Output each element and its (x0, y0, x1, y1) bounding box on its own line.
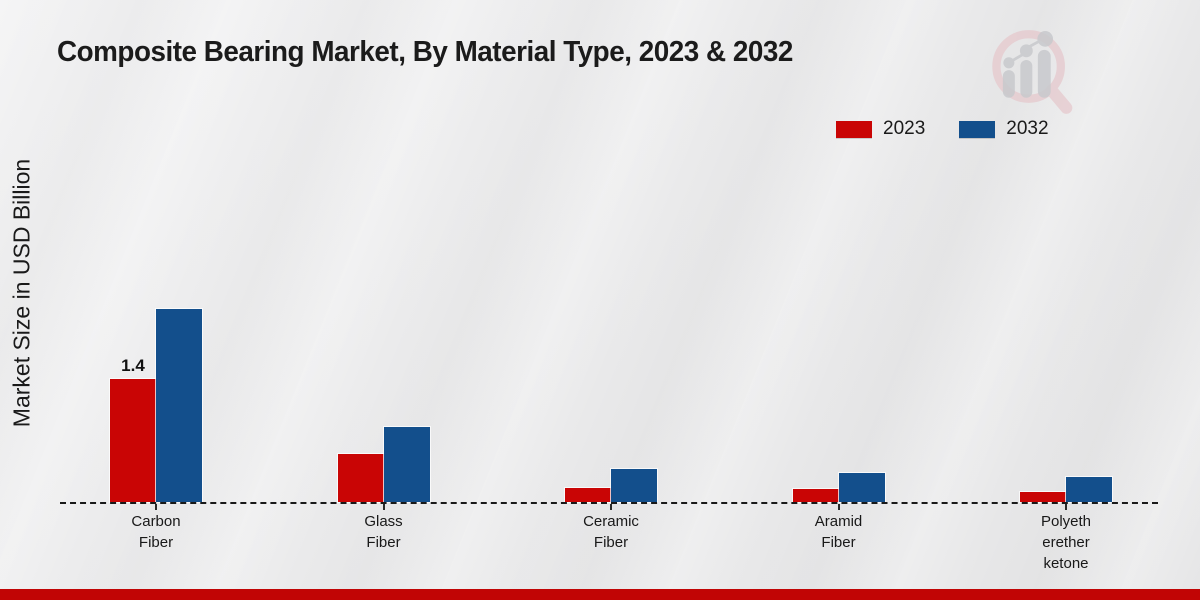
bar-2023-aramid-fiber (792, 489, 839, 502)
category-label-polyetheretherketone: Polyeth erether ketone (1040, 513, 1092, 572)
x-axis-tick-glass-fiber (382, 504, 385, 510)
category-label-carbon-fiber: Carbon Fiber (131, 513, 181, 551)
bar-2023-glass-fiber (337, 454, 384, 502)
bar-2023-carbon-fiber (110, 379, 156, 502)
x-axis-tick-aramid-fiber (837, 504, 840, 510)
legend-item-2032: 2032 (959, 118, 1049, 140)
category-label-aramid-fiber: Aramid Fiber (814, 513, 863, 551)
bar-2032-glass-fiber (383, 427, 430, 502)
bar-2032-aramid-fiber (838, 473, 885, 502)
legend-swatch-2023 (836, 120, 872, 138)
x-axis-tick-ceramic-fiber (610, 504, 612, 510)
legend-label-2023: 2023 (883, 118, 926, 139)
legend-item-2023: 2023 (836, 118, 925, 140)
footer-red-banner (0, 589, 1200, 600)
chart-title: Composite Bearing Market, By Material Ty… (57, 36, 793, 68)
bar-2032-polyetheretherketone (1066, 477, 1112, 502)
category-label-glass-fiber: Glass Fiber (364, 513, 403, 551)
legend: 2023 2032 (836, 118, 1049, 140)
market-research-future-logo-watermark (992, 30, 1073, 114)
x-axis-tick-carbon-fiber (155, 504, 157, 510)
category-label-ceramic-fiber: Ceramic Fiber (583, 513, 639, 551)
bar-2023-polyetheretherketone (1020, 492, 1066, 502)
legend-swatch-2032 (959, 120, 996, 138)
bar-2023-ceramic-fiber (565, 488, 611, 502)
x-axis-baseline (60, 502, 1158, 504)
legend-label-2032: 2032 (1006, 118, 1049, 139)
bar-2032-carbon-fiber (156, 309, 202, 502)
bar-2032-ceramic-fiber (611, 469, 657, 502)
data-label-2023-carbon-fiber: 1.4 (121, 356, 145, 375)
x-axis-tick-polyetheretherketone (1065, 504, 1067, 510)
